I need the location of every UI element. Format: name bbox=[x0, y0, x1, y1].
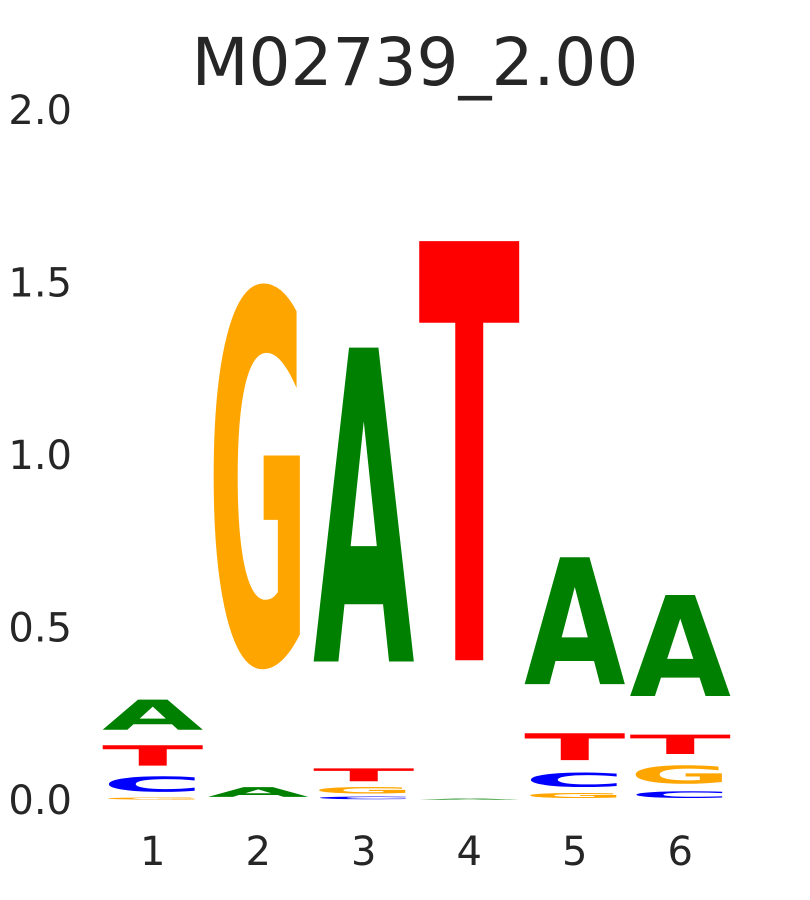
letter: A bbox=[630, 568, 731, 729]
letter: G bbox=[208, 188, 309, 783]
letter: C bbox=[630, 790, 732, 800]
chart-title: M02739_2.00 bbox=[192, 24, 639, 101]
y-tick-label: 2.0 bbox=[8, 88, 72, 134]
letter: A bbox=[208, 784, 309, 800]
letter: T bbox=[102, 740, 203, 772]
y-tick-label: 1.0 bbox=[8, 433, 72, 479]
y-tick-label: 1.5 bbox=[8, 261, 72, 307]
letter: A bbox=[102, 691, 203, 739]
x-tick-label: 4 bbox=[457, 829, 482, 875]
letter: G bbox=[524, 791, 625, 800]
letter: C bbox=[524, 769, 625, 791]
letter: T bbox=[630, 730, 732, 761]
letter: C bbox=[313, 796, 415, 800]
x-tick-label: 3 bbox=[351, 829, 376, 875]
x-tick-label: 2 bbox=[246, 829, 271, 875]
letter: A bbox=[419, 798, 521, 800]
x-tick-label: 6 bbox=[668, 829, 693, 875]
y-tick-label: 0.0 bbox=[8, 778, 72, 824]
x-tick-label: 5 bbox=[562, 829, 587, 875]
letter: C bbox=[102, 773, 203, 797]
letter: A bbox=[313, 264, 415, 765]
letter: G bbox=[313, 786, 414, 796]
letter: A bbox=[524, 524, 625, 726]
letter: T bbox=[524, 726, 626, 769]
letter: G bbox=[102, 797, 203, 800]
letter: T bbox=[313, 765, 414, 786]
x-tick-label: 1 bbox=[140, 829, 165, 875]
y-tick-label: 0.5 bbox=[8, 606, 72, 652]
letter: G bbox=[630, 761, 731, 790]
letter: T bbox=[419, 128, 521, 798]
